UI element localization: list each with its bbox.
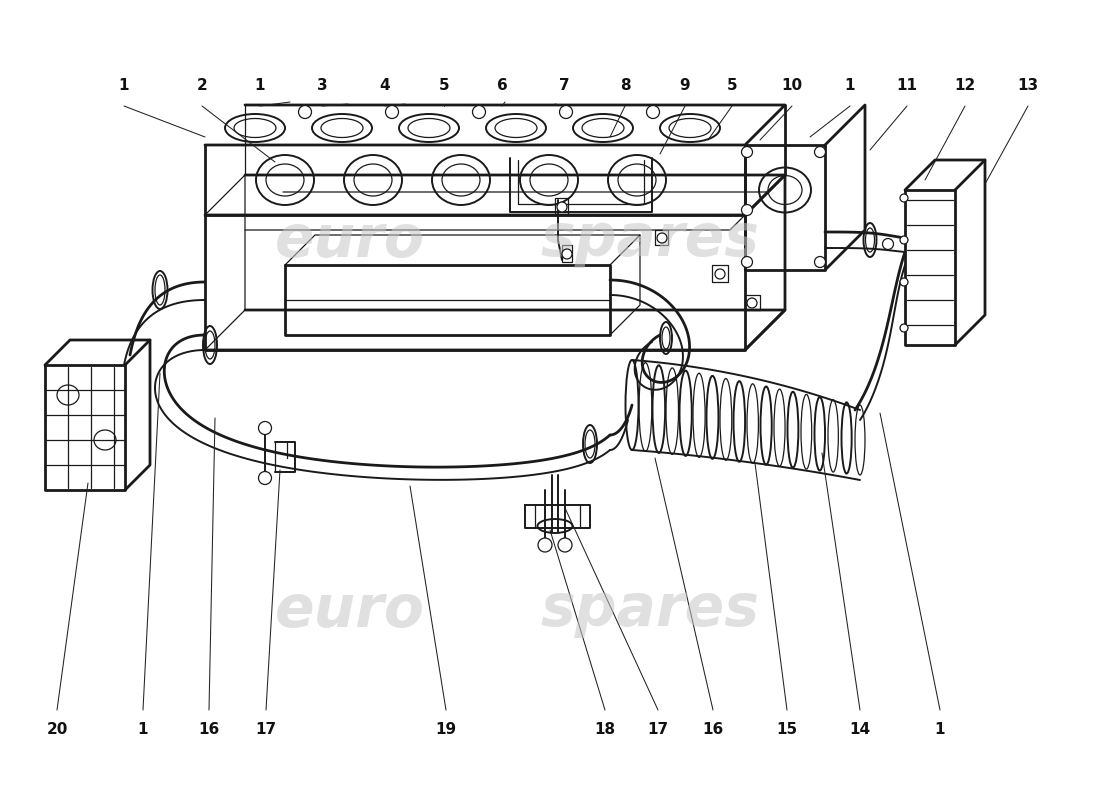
Text: 8: 8 — [619, 78, 630, 94]
Circle shape — [557, 202, 566, 212]
Text: 15: 15 — [777, 722, 797, 738]
Text: 16: 16 — [703, 722, 724, 738]
Circle shape — [715, 269, 725, 279]
Circle shape — [560, 106, 572, 118]
Text: spares: spares — [540, 582, 759, 638]
Circle shape — [647, 106, 660, 118]
Text: 1: 1 — [119, 78, 130, 94]
Text: 16: 16 — [198, 722, 220, 738]
Text: 6: 6 — [496, 78, 507, 94]
Circle shape — [538, 538, 552, 552]
Text: spares: spares — [540, 211, 759, 269]
Text: 20: 20 — [46, 722, 68, 738]
Text: 13: 13 — [1018, 78, 1038, 94]
Text: 14: 14 — [849, 722, 870, 738]
Circle shape — [258, 471, 272, 485]
Text: 7: 7 — [559, 78, 570, 94]
Circle shape — [900, 278, 908, 286]
Text: 5: 5 — [727, 78, 737, 94]
Circle shape — [882, 238, 893, 250]
Circle shape — [657, 233, 667, 243]
Text: 17: 17 — [648, 722, 669, 738]
Text: 10: 10 — [781, 78, 803, 94]
Circle shape — [900, 236, 908, 244]
Circle shape — [900, 324, 908, 332]
Circle shape — [900, 194, 908, 202]
Text: 5: 5 — [439, 78, 449, 94]
Circle shape — [473, 106, 485, 118]
Text: 2: 2 — [197, 78, 208, 94]
Text: 11: 11 — [896, 78, 917, 94]
Circle shape — [385, 106, 398, 118]
Circle shape — [741, 257, 752, 267]
Text: euro: euro — [275, 211, 425, 269]
Circle shape — [558, 538, 572, 552]
Text: euro: euro — [275, 582, 425, 638]
Circle shape — [562, 249, 572, 259]
Circle shape — [814, 146, 825, 158]
Text: 12: 12 — [955, 78, 976, 94]
Text: 18: 18 — [594, 722, 616, 738]
Text: 1: 1 — [138, 722, 148, 738]
Text: 9: 9 — [680, 78, 691, 94]
Circle shape — [747, 298, 757, 308]
Text: 4: 4 — [379, 78, 390, 94]
Circle shape — [298, 106, 311, 118]
Text: 1: 1 — [935, 722, 945, 738]
Text: 3: 3 — [317, 78, 328, 94]
Text: 1: 1 — [255, 78, 265, 94]
Text: 19: 19 — [436, 722, 456, 738]
Circle shape — [258, 422, 272, 434]
Circle shape — [814, 257, 825, 267]
Circle shape — [741, 146, 752, 158]
Text: 1: 1 — [845, 78, 856, 94]
Text: 17: 17 — [255, 722, 276, 738]
Circle shape — [741, 205, 752, 215]
